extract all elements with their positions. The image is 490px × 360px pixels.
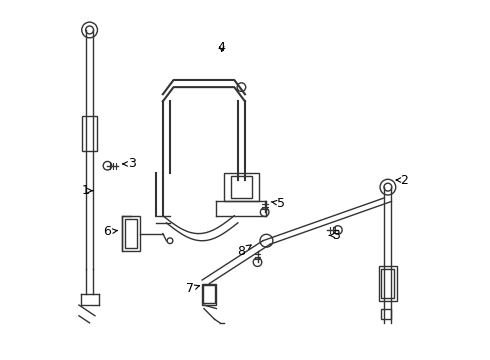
Text: 4: 4	[218, 41, 226, 54]
Text: 2: 2	[396, 174, 408, 186]
Text: 1: 1	[82, 184, 93, 197]
Text: 3: 3	[122, 157, 136, 170]
Text: 7: 7	[186, 283, 199, 296]
Text: 5: 5	[271, 197, 285, 210]
Text: 8: 8	[238, 245, 251, 258]
Text: 3: 3	[329, 229, 340, 242]
Text: 6: 6	[103, 225, 117, 238]
